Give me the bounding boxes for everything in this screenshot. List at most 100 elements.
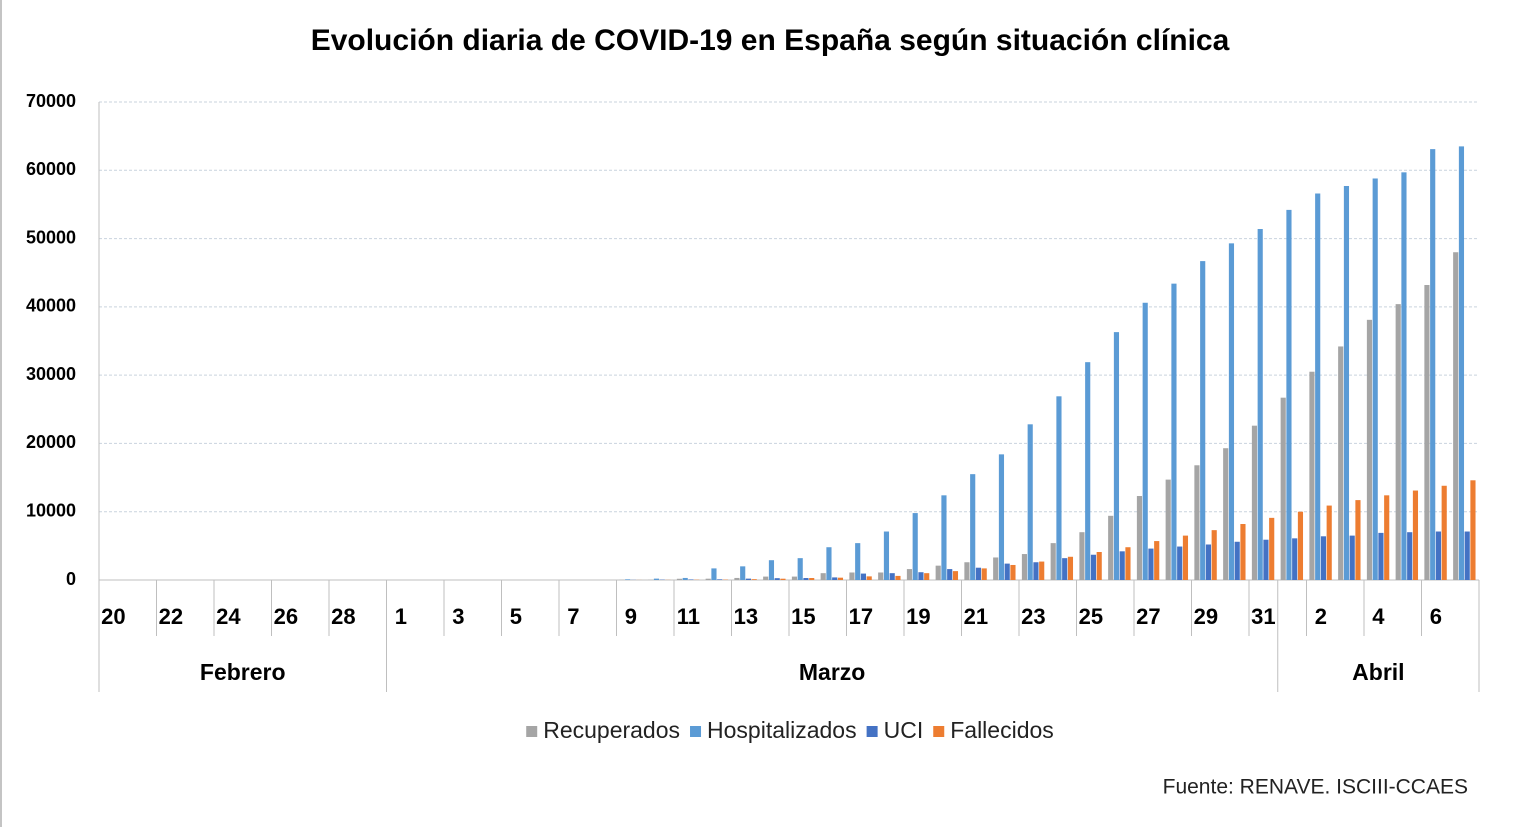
bar: [803, 578, 809, 580]
bar: [809, 578, 815, 580]
bar: [1067, 556, 1074, 580]
bar: [1234, 541, 1240, 580]
x-tick-label: 19: [906, 604, 930, 629]
bar: [734, 577, 740, 580]
bar: [1085, 362, 1091, 580]
y-tick-label: 70000: [26, 91, 76, 111]
bar: [711, 568, 717, 580]
y-tick-label: 0: [66, 569, 76, 589]
bar: [1395, 304, 1401, 580]
x-tick-label: 22: [159, 604, 183, 629]
bar: [1430, 149, 1436, 581]
bar: [1240, 524, 1246, 580]
month-label: Febrero: [200, 659, 286, 685]
legend-swatch: [866, 726, 878, 737]
bar: [1257, 229, 1263, 581]
bar: [1205, 544, 1212, 580]
x-tick-label: 28: [331, 604, 355, 629]
bar: [1096, 552, 1102, 580]
bar: [941, 495, 947, 580]
bar: [1384, 495, 1390, 580]
bar: [1343, 185, 1350, 580]
x-tick-label: 23: [1021, 604, 1045, 629]
bar: [970, 474, 976, 580]
legend-label: UCI: [884, 717, 924, 743]
bar: [1165, 479, 1171, 580]
legend-swatch: [526, 726, 538, 737]
bar: [832, 577, 838, 580]
bar: [1010, 564, 1016, 580]
bar: [1154, 541, 1160, 580]
bar: [1458, 146, 1465, 580]
bar: [1056, 396, 1062, 580]
bar: [1211, 530, 1217, 580]
bar: [981, 568, 987, 580]
x-tick-label: 6: [1430, 604, 1442, 629]
bar: [1315, 193, 1321, 580]
legend-swatch: [933, 726, 945, 737]
bar: [1470, 480, 1476, 580]
bar: [791, 576, 798, 580]
bar: [820, 573, 826, 580]
x-tick-label: 21: [964, 604, 988, 629]
bar: [1338, 346, 1344, 580]
bar: [1148, 548, 1154, 580]
x-tick-label: 29: [1194, 604, 1218, 629]
bar: [1286, 209, 1292, 581]
bar: [975, 567, 982, 580]
bar: [912, 513, 918, 580]
bar: [866, 576, 872, 580]
bar: [1349, 535, 1355, 580]
bar: [1464, 531, 1470, 580]
bar: [1142, 302, 1148, 580]
bar: [998, 454, 1005, 580]
y-tick-label: 20000: [26, 432, 76, 452]
bar: [1401, 172, 1407, 580]
bar: [1062, 558, 1068, 580]
bar: [1326, 505, 1332, 580]
bar: [1309, 371, 1315, 580]
bar: [918, 572, 924, 580]
x-tick-label: 11: [677, 604, 700, 629]
bar: [751, 579, 757, 580]
bar: [768, 560, 775, 580]
bar: [1251, 425, 1258, 580]
y-tick-label: 10000: [26, 500, 76, 520]
legend-label: Fallecidos: [950, 717, 1054, 743]
bar: [625, 579, 631, 580]
bar: [774, 578, 780, 580]
bar: [1177, 546, 1183, 580]
bar: [1108, 515, 1114, 580]
bar: [797, 558, 803, 580]
bar: [826, 547, 832, 580]
bar: [1378, 532, 1384, 580]
bar: [964, 562, 970, 580]
bar: [1435, 531, 1442, 580]
month-label: Abril: [1352, 659, 1404, 685]
bar: [1090, 554, 1097, 580]
x-tick-label: 4: [1372, 604, 1385, 629]
x-tick-label: 20: [101, 604, 125, 629]
x-tick-label: 9: [625, 604, 637, 629]
bar: [860, 573, 867, 580]
y-tick-label: 40000: [26, 296, 76, 316]
bar: [1125, 547, 1131, 580]
bar: [1113, 332, 1120, 580]
bar: [1263, 539, 1269, 580]
bar: [1366, 319, 1373, 580]
bar: [1297, 511, 1304, 580]
x-tick-label: 15: [791, 604, 815, 629]
bar: [676, 578, 683, 580]
x-tick-label: 17: [849, 604, 873, 629]
bar: [1182, 535, 1189, 580]
bar: [653, 578, 660, 580]
bar: [1039, 561, 1045, 580]
x-tick-label: 25: [1079, 604, 1103, 629]
bar: [740, 566, 746, 580]
bar: [1223, 448, 1229, 580]
bar: [1004, 563, 1010, 580]
bar: [1424, 285, 1430, 580]
y-tick-label: 30000: [26, 364, 76, 384]
bar: [1136, 496, 1143, 580]
